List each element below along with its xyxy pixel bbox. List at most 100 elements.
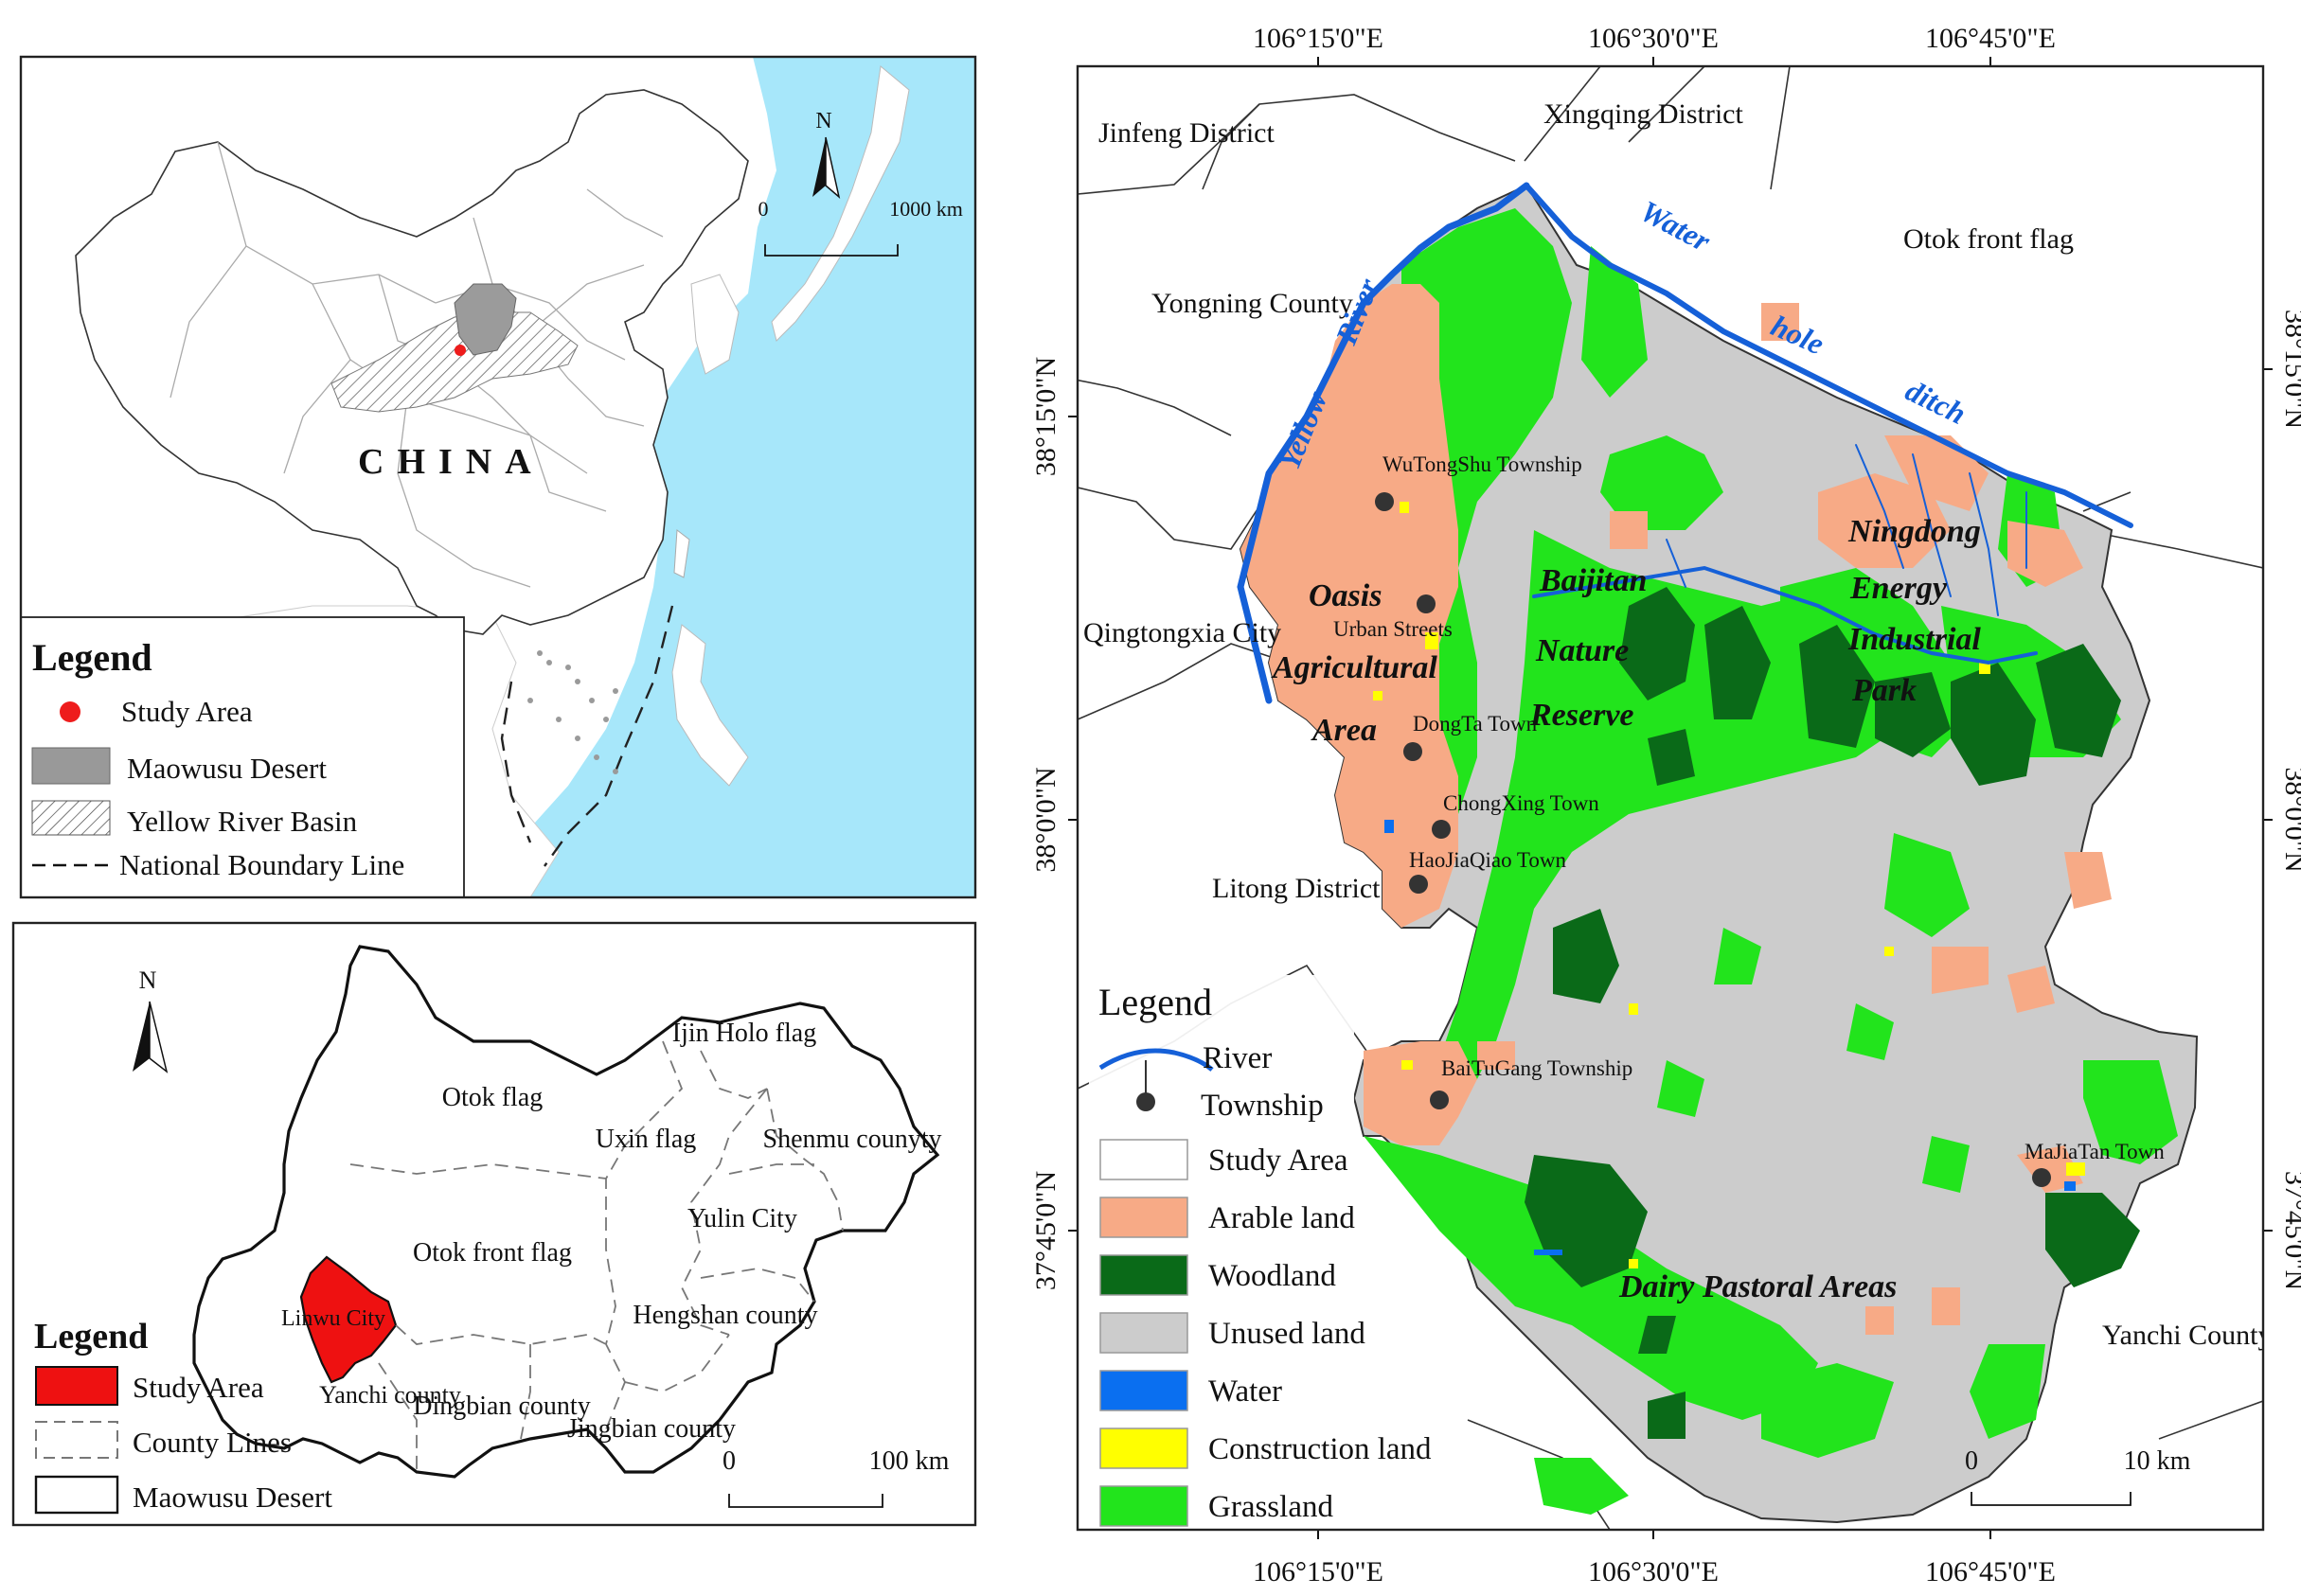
scale-start-desert: 0: [722, 1446, 736, 1476]
desert-legend-item-maowusu: Maowusu Desert: [133, 1481, 332, 1514]
construction-land-spots: [1373, 502, 2085, 1268]
legend-swatch-arable-land: [1099, 1197, 1188, 1238]
taiwan-shape: [673, 529, 690, 578]
region-park: Park: [1851, 673, 1917, 708]
main-legend-item-grassland: Grassland: [1208, 1490, 1333, 1524]
region-nature: Nature: [1535, 633, 1629, 668]
lon-tick-top-1: 106°15'0"E: [1253, 23, 1383, 54]
township-legend-symbol: [1136, 1092, 1155, 1111]
desert-county-yulin: Yulin City: [687, 1204, 797, 1233]
neighbor-labels: Jinfeng District Xingqing District Otok …: [1083, 98, 2263, 1351]
neighbor-otok-front: Otok front flag: [1903, 223, 2074, 255]
study-area-red-legend-symbol: [35, 1366, 118, 1406]
rivers: [1237, 182, 2133, 704]
legend-swatch-construction-land: [1099, 1428, 1188, 1469]
township-marker-majiatan: [2032, 1168, 2051, 1187]
lat-tick-right-3: 37°45'0"N: [2279, 1171, 2301, 1290]
water-patches: [1384, 820, 2076, 1255]
yellow-river-basin-legend-symbol: [31, 800, 111, 836]
lat-tick-right-1: 38°15'0"N: [2279, 310, 2301, 429]
ocean-area: [526, 57, 975, 897]
north-arrow-china: N: [812, 109, 841, 200]
arable-oasis: [1240, 284, 1458, 928]
desert-county-hengshan: Hengshan county: [633, 1301, 817, 1330]
legend-swatch-water: [1099, 1370, 1188, 1411]
main-legend-item-construction-land: Construction land: [1208, 1432, 1432, 1466]
region-baijitan: Baijitan: [1539, 563, 1647, 598]
maowusu-legend-symbol: [31, 747, 111, 785]
china-inset-frame: [19, 55, 977, 899]
scale-bar-desert: 0 100 km: [722, 1446, 950, 1508]
woodland-patches: [1525, 587, 2140, 1439]
neighbor-qingtongxia: Qingtongxia City: [1083, 617, 1281, 648]
scale-end-desert: 100 km: [869, 1446, 950, 1476]
township-label-chongxing: ChongXing Town: [1443, 791, 1599, 815]
township-label-baitugang: BaiTuGang Township: [1441, 1056, 1632, 1080]
desert-inset: N Ijin Holo flag Otok flag: [11, 921, 977, 1527]
scale-end-china: 1000 km: [889, 197, 963, 221]
desert-county-otok: Otok flag: [442, 1083, 544, 1112]
desert-legend-title: Legend: [34, 1317, 148, 1357]
maowusu-desert-region: [454, 283, 517, 356]
china-legend-item-study-area: Study Area: [121, 695, 253, 728]
desert-legend-item-study-area: Study Area: [133, 1371, 264, 1404]
china-legend-item-yellow-river: Yellow River Basin: [127, 805, 358, 838]
lon-tick-bottom-1: 106°15'0"E: [1253, 1556, 1383, 1587]
korea-shape: [690, 274, 740, 375]
main-legend-title: Legend: [1098, 981, 1212, 1023]
yellow-river: [1237, 182, 1530, 704]
scale-bar-china: 0 1000 km: [758, 197, 963, 257]
north-arrow-desert: N: [133, 966, 169, 1073]
lat-tick-left-3: 37°45'0"N: [1030, 1171, 1061, 1290]
neighbor-litong: Litong District: [1212, 873, 1381, 904]
water-hole-ditch: [1524, 183, 2133, 528]
study-area-legend-symbol: [60, 701, 80, 722]
main-legend-item-unused-land: Unused land: [1208, 1317, 1365, 1351]
neighbor-yongning: Yongning County: [1151, 288, 1353, 319]
desert-county-linwu: Linwu City: [281, 1306, 385, 1331]
township-label-urban: Urban Streets: [1333, 617, 1453, 641]
region-industrial: Industrial: [1847, 622, 1981, 657]
lat-tick-right-2: 38°0'0"N: [2279, 767, 2301, 872]
township-marker-urban: [1417, 594, 1436, 613]
region-oasis: Oasis: [1309, 578, 1382, 613]
county-lines-legend-symbol: [35, 1421, 118, 1459]
lat-tick-left-2: 38°0'0"N: [1030, 767, 1061, 872]
desert-county-shenmu: Shenmu counyty: [763, 1125, 942, 1154]
main-map-body: WuTongShu Township Urban Streets DongTa …: [1078, 66, 2263, 1530]
china-inset: CHINA N 0 1000 km Legend Study Area Maow: [19, 55, 977, 899]
main-legend-item-woodland: Woodland: [1208, 1259, 1336, 1293]
lon-tick-top-2: 106°30'0"E: [1588, 23, 1719, 54]
desert-county-jingbian: Jingbian county: [567, 1414, 736, 1444]
township-marker-haojiaqiao: [1409, 875, 1428, 894]
china-legend-title: Legend: [32, 636, 152, 679]
neighbor-jinfeng: Jinfeng District: [1098, 117, 1275, 149]
china-map-body: CHINA N 0 1000 km Legend Study Area Maow: [21, 57, 975, 897]
yellow-river-basin: [330, 311, 579, 413]
linwu-study-area: [299, 1255, 398, 1384]
lon-tick-top-3: 106°45'0"E: [1925, 23, 2056, 54]
baijitan-stream: [1532, 565, 2038, 665]
china-legend-item-boundary: National Boundary Line: [119, 848, 404, 881]
scale-start-china: 0: [758, 197, 769, 221]
legend-swatch-woodland: [1099, 1254, 1188, 1296]
township-marker-wutongshu: [1375, 492, 1394, 511]
township-marker-baitugang: [1430, 1091, 1449, 1109]
main-legend-item-water: Water: [1208, 1374, 1282, 1409]
north-letter-desert: N: [139, 966, 157, 994]
north-letter-china: N: [815, 109, 831, 133]
legend-swatch-unused-land: [1099, 1312, 1188, 1354]
maowusu-outline-legend-symbol: [34, 1475, 119, 1515]
land-legend-rows: Study Area Arable land Woodland Unused land…: [1099, 1139, 1432, 1527]
desert-county-ijin-holo: Ijin Holo flag: [672, 1019, 816, 1048]
scale-bar-main: 0 10 km: [1965, 1446, 2191, 1506]
region-ningdong: Ningdong: [1847, 514, 1981, 549]
japan-shape: [771, 65, 910, 342]
township-marker-chongxing: [1432, 820, 1451, 839]
lat-tick-left-1: 38°15'0"N: [1030, 357, 1061, 476]
township-markers: [1375, 492, 2051, 1187]
county-lines: [349, 1040, 844, 1472]
legend-swatch-study-area: [1099, 1139, 1188, 1180]
china-country-label: CHINA: [358, 442, 544, 482]
township-label-majiatan: MaJiaTan Town: [2025, 1140, 2165, 1163]
